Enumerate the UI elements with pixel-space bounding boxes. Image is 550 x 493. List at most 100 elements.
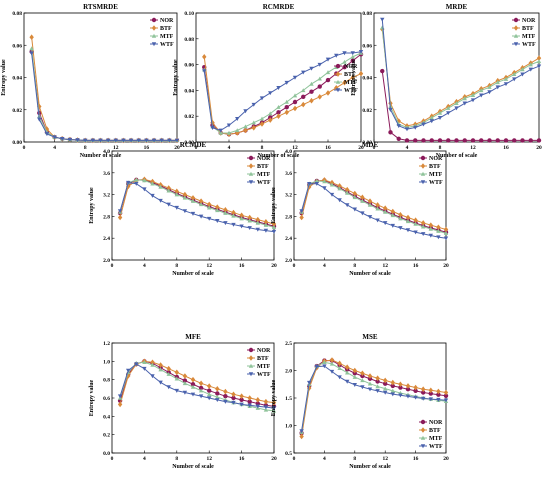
- y-tick-label: 0.06: [12, 43, 22, 49]
- rcmrde-chart: RCMRDE 0 4 8 12 16 20 0.00 0.02 0.04 0.06 0.08 0.10 N…: [173, 3, 364, 159]
- data-point-nor: [454, 138, 459, 143]
- y-tick-label: 0.4: [103, 414, 110, 420]
- data-point-wtf: [259, 96, 265, 101]
- y-tick-label: 0.06: [362, 43, 372, 49]
- data-point-wtf: [520, 72, 525, 77]
- y-tick-label: 0.08: [362, 11, 372, 17]
- data-point-btf: [210, 119, 215, 126]
- data-point-mtf: [29, 46, 34, 51]
- data-point-wtf: [150, 193, 155, 198]
- data-point-wtf: [190, 211, 196, 216]
- data-point-mtf: [322, 179, 327, 184]
- data-point-wtf: [495, 85, 500, 90]
- data-point-btf: [292, 105, 298, 112]
- data-point-nor: [375, 379, 380, 384]
- series-line-wtf: [31, 53, 177, 141]
- data-point-wtf: [75, 138, 80, 143]
- data-point-mtf: [390, 388, 395, 393]
- data-point-btf: [299, 433, 304, 440]
- data-point-nor: [536, 138, 542, 143]
- data-point-nor: [309, 89, 314, 94]
- data-point-btf: [190, 376, 196, 383]
- data-point-mtf: [301, 88, 306, 93]
- x-tick-label: 0: [23, 145, 26, 151]
- legend-marker-nor: [248, 155, 254, 161]
- data-point-mtf: [405, 219, 411, 224]
- data-point-wtf: [235, 117, 240, 121]
- data-point-mtf: [325, 70, 331, 75]
- data-point-wtf: [247, 403, 252, 408]
- data-point-wtf: [210, 126, 215, 131]
- data-point-wtf: [421, 232, 426, 237]
- data-point-btf: [398, 211, 403, 218]
- data-point-mtf: [174, 192, 179, 197]
- data-point-btf: [263, 398, 269, 405]
- data-point-wtf: [437, 116, 443, 121]
- data-point-nor: [350, 58, 355, 63]
- legend-marker-btf: [420, 163, 426, 169]
- data-point-btf: [158, 362, 163, 368]
- legend: NOR BTF MTF WTF: [150, 17, 174, 48]
- data-point-wtf: [166, 385, 171, 390]
- legend: NOR BTF MTF WTF: [247, 155, 271, 186]
- data-point-mtf: [398, 216, 403, 221]
- data-point-wtf: [470, 98, 476, 103]
- data-point-btf: [215, 386, 220, 392]
- data-point-wtf: [134, 181, 139, 186]
- legend: NOR BTF MTF WTF: [334, 63, 358, 94]
- x-tick-label: 4: [323, 263, 326, 269]
- legend-label: BTF: [160, 26, 172, 32]
- x-tick-label: 8: [439, 145, 442, 151]
- data-point-mtf: [436, 228, 441, 233]
- data-point-mtf: [218, 130, 223, 135]
- data-point-wtf: [126, 368, 131, 373]
- data-point-mtf: [150, 181, 155, 186]
- y-tick-label: 0.04: [184, 88, 194, 94]
- legend-label: BTF: [429, 164, 441, 170]
- x-tick-label: 16: [144, 145, 150, 151]
- x-axis-label: Number of scale: [80, 153, 122, 159]
- data-point-wtf: [487, 90, 492, 95]
- legend-marker-mtf: [420, 435, 426, 440]
- data-point-wtf: [398, 226, 403, 231]
- data-point-btf: [337, 360, 342, 367]
- data-point-mtf: [367, 381, 373, 386]
- data-point-mtf: [383, 386, 388, 391]
- data-point-wtf: [128, 138, 134, 143]
- x-tick-label: 8: [84, 145, 87, 151]
- data-point-btf: [299, 214, 304, 221]
- plot-frame: [293, 150, 447, 261]
- data-point-mtf: [337, 366, 342, 371]
- y-tick-label: 2.0: [285, 369, 292, 375]
- data-point-nor: [528, 138, 533, 143]
- data-point-btf: [223, 207, 228, 213]
- data-point-wtf: [105, 138, 111, 143]
- legend-marker-nor: [248, 347, 254, 353]
- data-point-wtf: [309, 66, 314, 71]
- data-point-wtf: [271, 406, 277, 411]
- data-point-mtf: [309, 81, 314, 86]
- data-point-btf: [223, 388, 228, 395]
- data-point-wtf: [322, 364, 327, 369]
- legend-label: NOR: [160, 18, 174, 24]
- data-point-btf: [390, 208, 395, 215]
- data-point-wtf: [276, 86, 281, 91]
- y-tick-label: 0.8: [103, 378, 110, 384]
- x-tick-label: 4: [323, 456, 326, 462]
- data-point-mtf: [174, 376, 179, 381]
- legend-marker-mtf: [151, 33, 157, 38]
- x-axis-label: Number of scale: [172, 271, 214, 277]
- data-point-mtf: [198, 388, 204, 393]
- y-tick-label: 0.02: [12, 108, 22, 114]
- plot-frame: [23, 12, 178, 143]
- mse-chart: MSE 0 4 8 12 16 20 0.5 1.0 1.5 2.0 2.5 Number of sca…: [271, 333, 449, 470]
- data-point-mtf: [528, 62, 533, 67]
- data-point-nor: [380, 68, 385, 74]
- data-point-wtf: [405, 394, 411, 399]
- data-point-wtf: [383, 221, 388, 226]
- data-point-wtf: [67, 137, 73, 142]
- data-point-btf: [271, 221, 277, 227]
- data-point-wtf: [421, 122, 426, 127]
- data-point-wtf: [536, 64, 542, 69]
